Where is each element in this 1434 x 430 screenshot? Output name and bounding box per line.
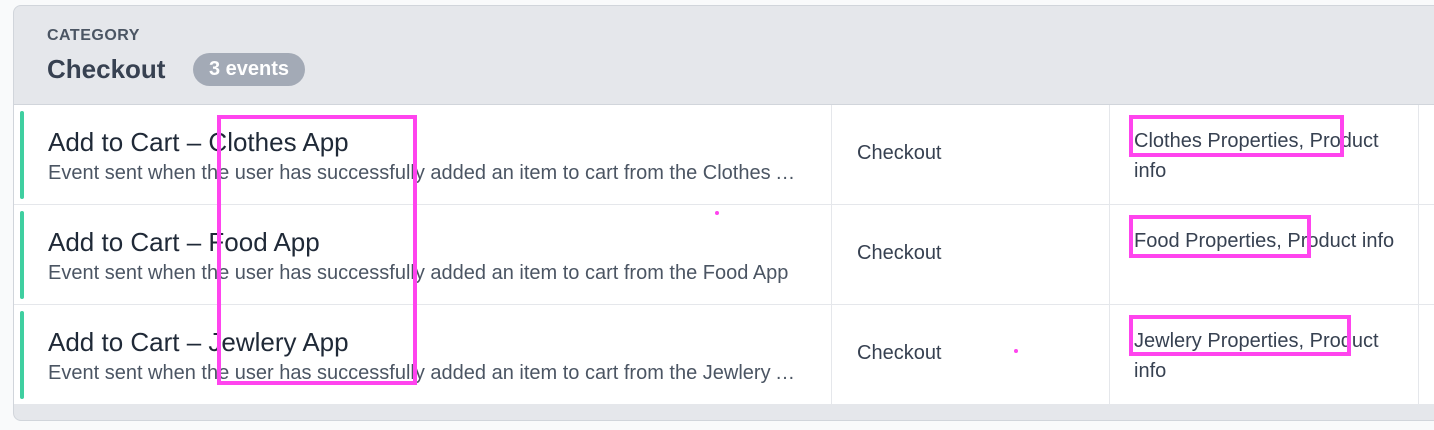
properties-cell: Food Properties, Product info <box>1110 205 1419 304</box>
status-bar <box>20 311 24 399</box>
table-row[interactable]: Add to Cart – Clothes App Event sent whe… <box>14 105 1434 205</box>
category-cell: Checkout <box>832 205 1110 304</box>
category-card: CATEGORY Checkout 3 events Add to Cart –… <box>13 5 1434 421</box>
properties-cell: Clothes Properties, Product info <box>1110 105 1419 204</box>
event-description: Event sent when the user has successfull… <box>48 362 808 384</box>
event-category: Checkout <box>857 342 942 364</box>
event-description: Event sent when the user has successfull… <box>48 162 808 184</box>
category-header: CATEGORY Checkout 3 events <box>14 6 1434 104</box>
event-category: Checkout <box>857 242 942 264</box>
event-name[interactable]: Add to Cart – Clothes App <box>48 127 349 157</box>
event-properties: Food Properties, Product info <box>1134 230 1395 252</box>
category-cell: Checkout <box>832 305 1110 404</box>
event-cell[interactable]: Add to Cart – Food App Event sent when t… <box>14 205 832 304</box>
highlight-dot <box>1014 349 1018 353</box>
event-name[interactable]: Add to Cart – Food App <box>48 227 320 257</box>
event-cell[interactable]: Add to Cart – Jewlery App Event sent whe… <box>14 305 832 404</box>
events-table: Add to Cart – Clothes App Event sent whe… <box>14 104 1434 405</box>
highlight-dot <box>715 211 719 215</box>
event-category: Checkout <box>857 142 942 164</box>
table-row[interactable]: Add to Cart – Jewlery App Event sent whe… <box>14 305 1434 405</box>
event-name[interactable]: Add to Cart – Jewlery App <box>48 327 349 357</box>
event-properties: Clothes Properties, Product info <box>1134 130 1379 182</box>
table-row[interactable]: Add to Cart – Food App Event sent when t… <box>14 205 1434 305</box>
status-bar <box>20 211 24 299</box>
properties-cell: Jewlery Properties, Product info <box>1110 305 1419 404</box>
category-title: Checkout <box>47 54 166 84</box>
event-properties: Jewlery Properties, Product info <box>1134 330 1379 382</box>
category-label: CATEGORY <box>47 27 140 44</box>
event-count-badge: 3 events <box>193 53 306 86</box>
status-bar <box>20 111 24 199</box>
event-description: Event sent when the user has successfull… <box>48 262 789 284</box>
category-cell: Checkout <box>832 105 1110 204</box>
event-cell[interactable]: Add to Cart – Clothes App Event sent whe… <box>14 105 832 204</box>
